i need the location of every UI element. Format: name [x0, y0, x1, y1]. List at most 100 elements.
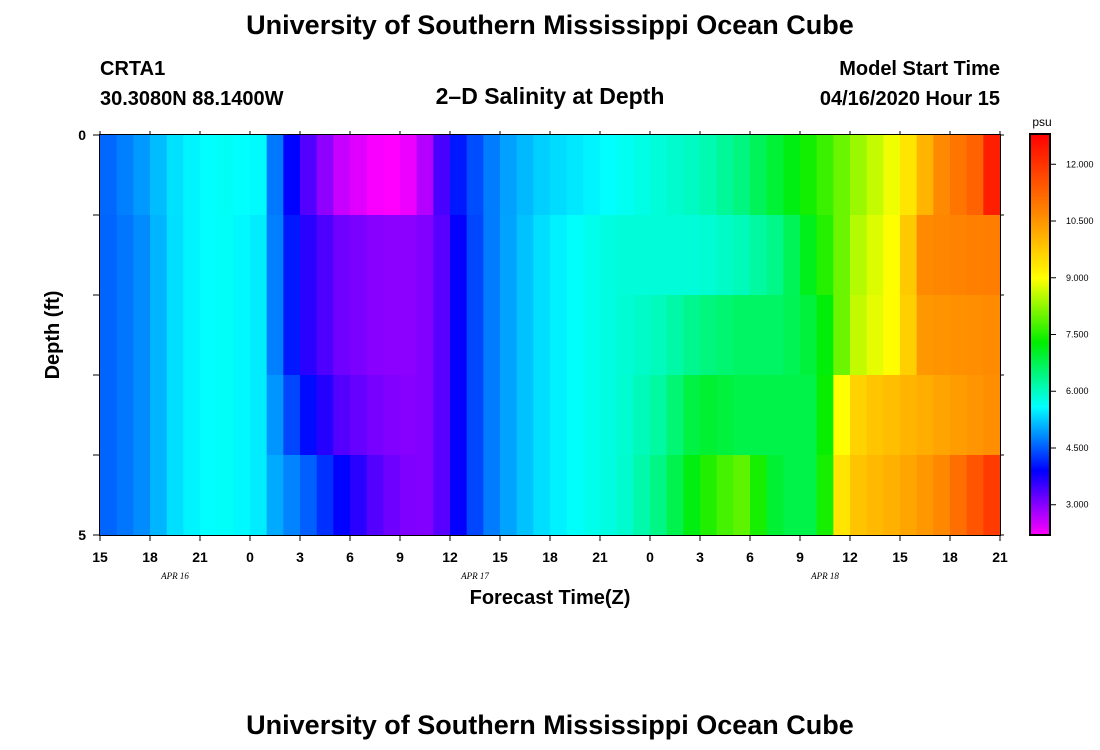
- heatmap-cell: [283, 175, 301, 216]
- heatmap-cell: [450, 215, 468, 256]
- x-tick-label: 3: [696, 549, 704, 565]
- heatmap-cell: [883, 415, 901, 456]
- heatmap-cell: [400, 375, 418, 416]
- heatmap-plot: [100, 135, 1001, 536]
- heatmap-cell: [900, 135, 918, 176]
- heatmap-cell: [833, 215, 851, 256]
- heatmap-cell: [300, 415, 318, 456]
- heatmap-cell: [983, 175, 1001, 216]
- heatmap-cell: [966, 335, 984, 376]
- heatmap-cell: [950, 375, 968, 416]
- heatmap-cell: [633, 215, 651, 256]
- heatmap-cell: [833, 175, 851, 216]
- heatmap-cell: [483, 455, 501, 496]
- heatmap-cell: [183, 375, 201, 416]
- y-tick-label: 0: [78, 127, 86, 143]
- heatmap-cell: [433, 375, 451, 416]
- heatmap-cell: [683, 295, 701, 336]
- heatmap-cell: [816, 255, 834, 296]
- heatmap-cell: [766, 495, 784, 536]
- heatmap-cell: [233, 175, 251, 216]
- heatmap-cell: [616, 135, 634, 176]
- heatmap-cell: [483, 135, 501, 176]
- heatmap-cell: [516, 415, 534, 456]
- heatmap-cell: [150, 135, 168, 176]
- heatmap-cell: [566, 415, 584, 456]
- heatmap-cell: [600, 335, 618, 376]
- heatmap-cell: [416, 375, 434, 416]
- heatmap-cell: [750, 215, 768, 256]
- heatmap-cell: [766, 295, 784, 336]
- heatmap-cell: [233, 255, 251, 296]
- heatmap-cell: [766, 255, 784, 296]
- heatmap-cell: [666, 135, 684, 176]
- heatmap-cell: [183, 415, 201, 456]
- heatmap-cell: [933, 295, 951, 336]
- heatmap-cell: [916, 255, 934, 296]
- heatmap-cell: [466, 495, 484, 536]
- heatmap-cell: [116, 175, 134, 216]
- heatmap-cell: [700, 175, 718, 216]
- heatmap-cell: [200, 375, 218, 416]
- heatmap-cell: [133, 495, 151, 536]
- heatmap-cell: [550, 135, 568, 176]
- heatmap-cell: [733, 215, 751, 256]
- heatmap-cell: [166, 375, 184, 416]
- heatmap-cell: [400, 135, 418, 176]
- heatmap-cell: [316, 255, 334, 296]
- colorbar-unit: psu: [1032, 115, 1051, 129]
- heatmap-cell: [900, 455, 918, 496]
- heatmap-cell: [833, 295, 851, 336]
- heatmap-cell: [166, 255, 184, 296]
- heatmap-cell: [916, 175, 934, 216]
- heatmap-cell: [716, 255, 734, 296]
- heatmap-cell: [983, 375, 1001, 416]
- heatmap-cell: [350, 135, 368, 176]
- heatmap-cell: [250, 295, 268, 336]
- heatmap-cell: [433, 175, 451, 216]
- heatmap-cell: [983, 255, 1001, 296]
- heatmap-cell: [633, 295, 651, 336]
- heatmap-cell: [833, 255, 851, 296]
- heatmap-cell: [683, 455, 701, 496]
- heatmap-cell: [266, 175, 284, 216]
- heatmap-cell: [583, 215, 601, 256]
- heatmap-cell: [783, 495, 801, 536]
- model-start-value: 04/16/2020 Hour 15: [820, 88, 1000, 110]
- heatmap-cell: [733, 295, 751, 336]
- heatmap-cell: [933, 415, 951, 456]
- heatmap-cell: [483, 335, 501, 376]
- heatmap-cell: [200, 135, 218, 176]
- heatmap-cell: [900, 495, 918, 536]
- heatmap-cell: [166, 495, 184, 536]
- heatmap-cell: [950, 495, 968, 536]
- heatmap-cell: [566, 135, 584, 176]
- x-tick-label: 15: [492, 549, 508, 565]
- heatmap-cell: [100, 135, 118, 176]
- heatmap-cell: [216, 415, 234, 456]
- heatmap-cell: [716, 175, 734, 216]
- heatmap-cell: [500, 175, 518, 216]
- x-tick-label: 18: [142, 549, 158, 565]
- heatmap-cell: [383, 455, 401, 496]
- heatmap-cell: [766, 375, 784, 416]
- heatmap-cell: [383, 495, 401, 536]
- heatmap-cell: [516, 295, 534, 336]
- heatmap-cell: [900, 255, 918, 296]
- heatmap-cell: [283, 375, 301, 416]
- heatmap-cell: [650, 455, 668, 496]
- heatmap-cell: [816, 295, 834, 336]
- heatmap-cell: [550, 215, 568, 256]
- heatmap-cell: [583, 415, 601, 456]
- heatmap-cell: [783, 175, 801, 216]
- heatmap-cell: [666, 295, 684, 336]
- heatmap-cell: [416, 175, 434, 216]
- heatmap-cell: [616, 295, 634, 336]
- heatmap-cell: [733, 175, 751, 216]
- heatmap-cell: [916, 415, 934, 456]
- heatmap-cell: [833, 335, 851, 376]
- heatmap-cell: [450, 135, 468, 176]
- heatmap-cell: [733, 455, 751, 496]
- heatmap-cell: [216, 295, 234, 336]
- heatmap-cell: [866, 255, 884, 296]
